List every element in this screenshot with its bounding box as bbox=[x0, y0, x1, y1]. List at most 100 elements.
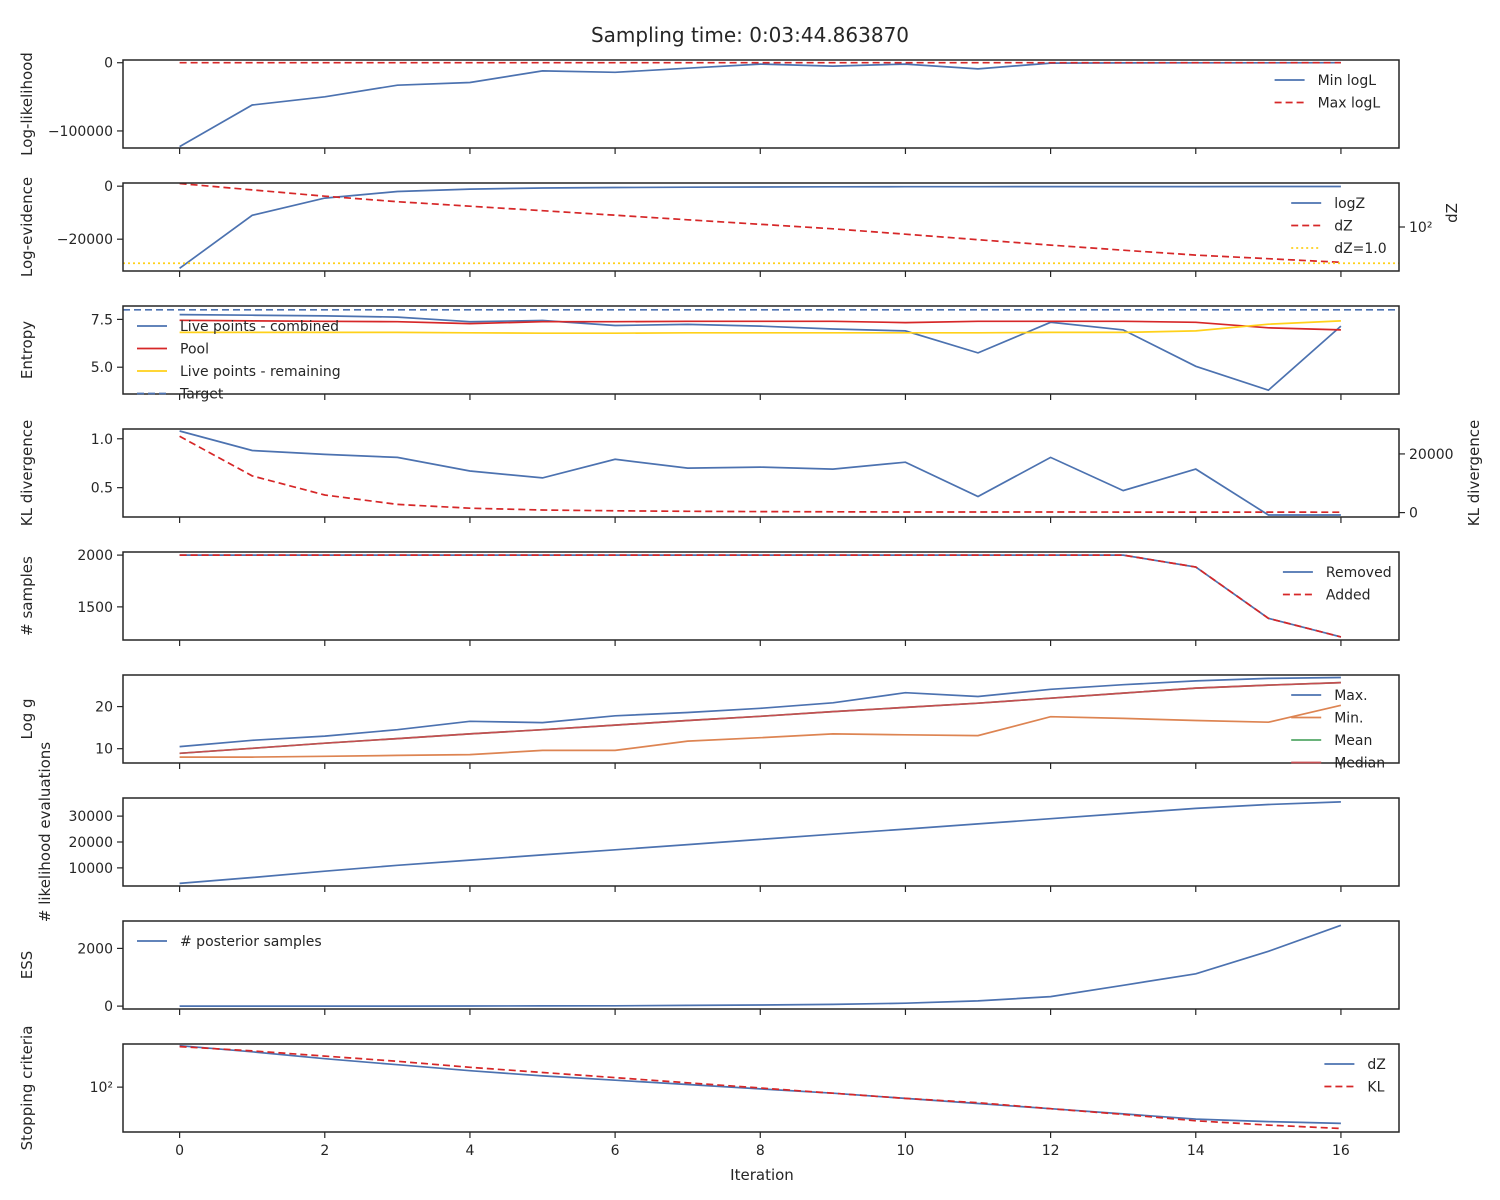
legend-label: Max logL bbox=[1318, 96, 1381, 112]
legend-label: Target bbox=[179, 387, 224, 403]
y2-tick-label: 10² bbox=[1409, 220, 1432, 236]
y-tick-label: 2000 bbox=[77, 941, 113, 957]
x-tick-label: 2 bbox=[320, 1143, 329, 1159]
axes-frame bbox=[122, 182, 1400, 272]
panel-5: 20 10 Log g Max. Min. Mean Median bbox=[18, 674, 1400, 772]
series-line-dz bbox=[179, 1044, 1341, 1125]
legend-label: Pool bbox=[180, 342, 209, 358]
series-line-s0 bbox=[179, 801, 1341, 885]
y-tick-label: 10000 bbox=[68, 861, 113, 877]
x-axis-label: Iteration bbox=[730, 1166, 794, 1184]
y-tick-label: 0 bbox=[104, 999, 113, 1015]
x-tick-label: 4 bbox=[465, 1143, 474, 1159]
y-axis-label: Log-likelihood bbox=[18, 52, 36, 156]
y-tick-label: 30000 bbox=[68, 809, 113, 825]
series-line-s1 bbox=[179, 435, 1341, 514]
y-axis-label: ESS bbox=[18, 951, 36, 980]
axes-frame bbox=[122, 674, 1400, 764]
y-tick-label: 10 bbox=[95, 742, 113, 758]
legend: logZ dZ dZ=1.0 bbox=[1291, 196, 1387, 257]
legend-label: Min. bbox=[1334, 711, 1363, 727]
y2-tick-label: 20000 bbox=[1409, 447, 1454, 463]
x-tick-label: 14 bbox=[1187, 1143, 1205, 1159]
legend-label: Live points - combined bbox=[180, 319, 339, 335]
legend-label: dZ bbox=[1367, 1057, 1385, 1073]
y-tick-label: 0.5 bbox=[91, 481, 113, 497]
axes-frame bbox=[122, 305, 1400, 395]
y-tick-label: 0 bbox=[104, 179, 113, 195]
y-tick-label: 10² bbox=[90, 1080, 113, 1096]
axes-frame bbox=[122, 428, 1400, 518]
legend-label: Removed bbox=[1326, 565, 1392, 581]
x-tick-label: 0 bbox=[175, 1143, 184, 1159]
x-tick-label: 10 bbox=[897, 1143, 915, 1159]
legend: dZ KL bbox=[1324, 1057, 1386, 1096]
y2-tick-label: 0 bbox=[1409, 506, 1418, 522]
y-axis-label: KL divergence bbox=[18, 420, 36, 526]
y-tick-label: 2000 bbox=[77, 548, 113, 564]
series-line-dz bbox=[179, 183, 1341, 264]
x-tick-label: 6 bbox=[611, 1143, 620, 1159]
panel-4: 2000 1500 # samples Removed Added bbox=[18, 548, 1400, 646]
y-axis-label: Log-evidence bbox=[18, 177, 36, 277]
y-axis-label: Log g bbox=[18, 698, 36, 739]
legend: Live points - combined Pool Live points - … bbox=[137, 319, 341, 403]
panel-6: 30000 20000 10000 # likelihood evaluations bbox=[36, 742, 1400, 922]
chart-title: Sampling time: 0:03:44.863870 bbox=[591, 23, 909, 47]
y-tick-label: −100000 bbox=[48, 124, 113, 140]
y-tick-label: 0 bbox=[104, 56, 113, 72]
panel-0: 0 −100000 Log-likelihood Min logL Max logL bbox=[18, 52, 1400, 156]
y-axis-label: Entropy bbox=[18, 321, 36, 379]
legend: Min logL Max logL bbox=[1274, 73, 1381, 112]
legend-label: # posterior samples bbox=[180, 934, 322, 950]
y-tick-label: 5.0 bbox=[91, 360, 113, 376]
series-line-live-points-combined bbox=[179, 313, 1342, 392]
y-tick-label: 7.5 bbox=[91, 312, 113, 328]
y-tick-label: 20 bbox=[95, 700, 113, 716]
axes-frame bbox=[122, 1043, 1400, 1133]
y-axis-label: Stopping criteria bbox=[18, 1026, 36, 1151]
legend-label: Added bbox=[1326, 588, 1371, 604]
y2-axis-label: KL divergence bbox=[1465, 420, 1483, 526]
x-tick-label: 8 bbox=[756, 1143, 765, 1159]
series-line-s0 bbox=[179, 430, 1341, 516]
series-line-live-points-remaining bbox=[179, 320, 1341, 335]
axes-frame bbox=[122, 551, 1400, 641]
series-line-added bbox=[179, 554, 1342, 638]
series-line-removed bbox=[179, 554, 1342, 638]
axes-frame bbox=[122, 920, 1400, 1010]
legend-label: Min logL bbox=[1318, 73, 1377, 89]
legend: Removed Added bbox=[1282, 565, 1392, 604]
series-line--posterior-samples bbox=[179, 924, 1342, 1007]
legend-label: Median bbox=[1334, 756, 1385, 772]
y-tick-label: 1500 bbox=[77, 600, 113, 616]
y2-axis-label: dZ bbox=[1443, 203, 1461, 223]
axes-frame bbox=[122, 797, 1400, 887]
y-tick-label: 1.0 bbox=[91, 432, 113, 448]
panel-3: 1.0 0.5 20000 0 KL divergence KL divergence bbox=[18, 420, 1483, 526]
legend-label: dZ bbox=[1334, 219, 1352, 235]
legend-label: logZ bbox=[1334, 196, 1365, 212]
series-line-min- bbox=[179, 704, 1342, 758]
legend-label: dZ=1.0 bbox=[1334, 241, 1386, 257]
y-axis-label: # likelihood evaluations bbox=[36, 742, 54, 922]
legend-label: Live points - remaining bbox=[180, 364, 341, 380]
series-line-mean bbox=[179, 681, 1341, 755]
series-line-logz bbox=[179, 185, 1341, 269]
panel-1: 0 −20000 10² Log-evidence dZ logZ dZ dZ=1.0 bbox=[18, 177, 1461, 277]
legend-label: Max. bbox=[1334, 688, 1367, 704]
legend-label: Mean bbox=[1334, 733, 1372, 749]
series-line-pool bbox=[179, 319, 1341, 331]
y-tick-label: −20000 bbox=[57, 232, 113, 248]
series-line-median bbox=[179, 681, 1341, 755]
y-tick-label: 20000 bbox=[68, 835, 113, 851]
x-tick-label: 16 bbox=[1332, 1143, 1350, 1159]
series-line-kl bbox=[179, 1045, 1341, 1130]
panel-8: 10² 0 2 4 6 8 10 12 14 16 Stopping criteria dZ KL bbox=[18, 1026, 1400, 1159]
axes-frame bbox=[122, 59, 1400, 149]
series-line-max- bbox=[179, 676, 1341, 748]
legend: # posterior samples bbox=[137, 934, 322, 950]
legend: Max. Min. Mean Median bbox=[1291, 688, 1385, 772]
